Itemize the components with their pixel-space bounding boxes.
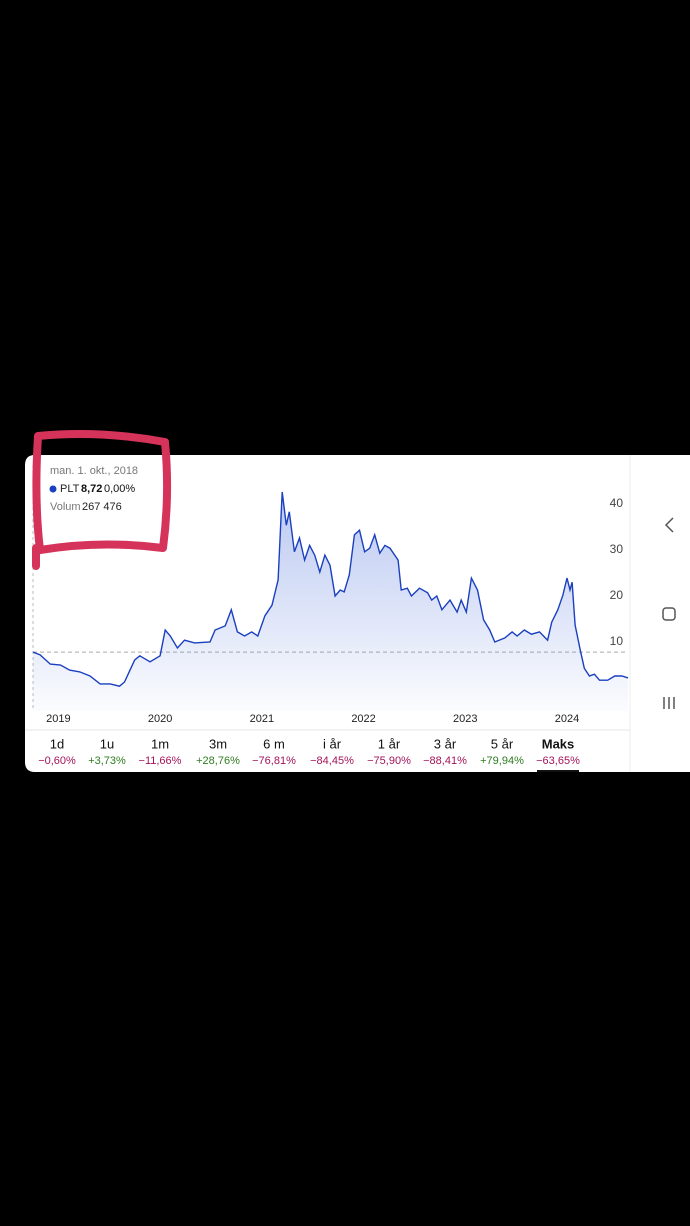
tooltip-volume-label: Volum [50,501,81,513]
nav-bar [630,455,690,772]
period-label[interactable]: i år [323,736,342,751]
period-label[interactable]: 3 år [434,736,457,751]
period-label[interactable]: 1m [151,736,169,751]
period-tabs: 1d −0,60% 1u +3,73% 1m −11,66% 3m +28,76% 6 m −76… [38,736,580,772]
y-tick-label: 20 [610,588,624,602]
period-change: −75,90% [367,755,411,767]
period-change: −88,41% [423,755,467,767]
tooltip-dot [49,485,57,493]
period-change: −84,45% [310,755,354,767]
period-change: −11,66% [139,755,182,767]
period-change: −63,65% [536,755,580,767]
nav-recents[interactable] [663,697,675,709]
period-change: +3,73% [88,755,126,767]
tooltip-symbol: PLT [60,483,80,495]
period-label[interactable]: 1 år [378,736,401,751]
nav-home[interactable] [662,607,676,621]
period-change: +79,94% [480,755,524,767]
period-change: +28,76% [196,755,240,767]
annotation-marker [32,430,172,570]
y-tick-label: 40 [610,496,624,510]
tooltip-volume: 267 476 [82,501,122,513]
x-tick-label: 2019 [46,713,70,725]
period-label[interactable]: 6 m [263,736,285,751]
period-label[interactable]: 5 år [491,736,514,751]
tooltip-price: 8,72 [81,483,102,495]
price-line [32,491,629,687]
period-change: −0,60% [38,755,76,767]
period-label[interactable]: 1d [50,736,64,751]
y-tick-label: 10 [610,634,624,648]
x-tick-label: 2020 [148,713,172,725]
period-change: −76,81% [252,755,296,767]
nav-back[interactable] [664,517,674,533]
x-tick-label: 2021 [250,713,274,725]
period-label[interactable]: 1u [100,736,114,751]
plot: 10 20 30 40 2019 2020 2021 2022 2023 2024 [32,465,629,725]
x-tick-label: 2023 [453,713,477,725]
y-tick-label: 30 [610,542,624,556]
x-tick-label: 2024 [555,713,579,725]
tooltip-date: man. 1. okt., 2018 [50,465,138,477]
x-tick-label: 2022 [351,713,375,725]
area-fill [33,492,628,711]
period-label[interactable]: Maks [542,736,575,751]
period-label[interactable]: 3m [209,736,227,751]
tooltip-change: 0,00% [104,483,135,495]
